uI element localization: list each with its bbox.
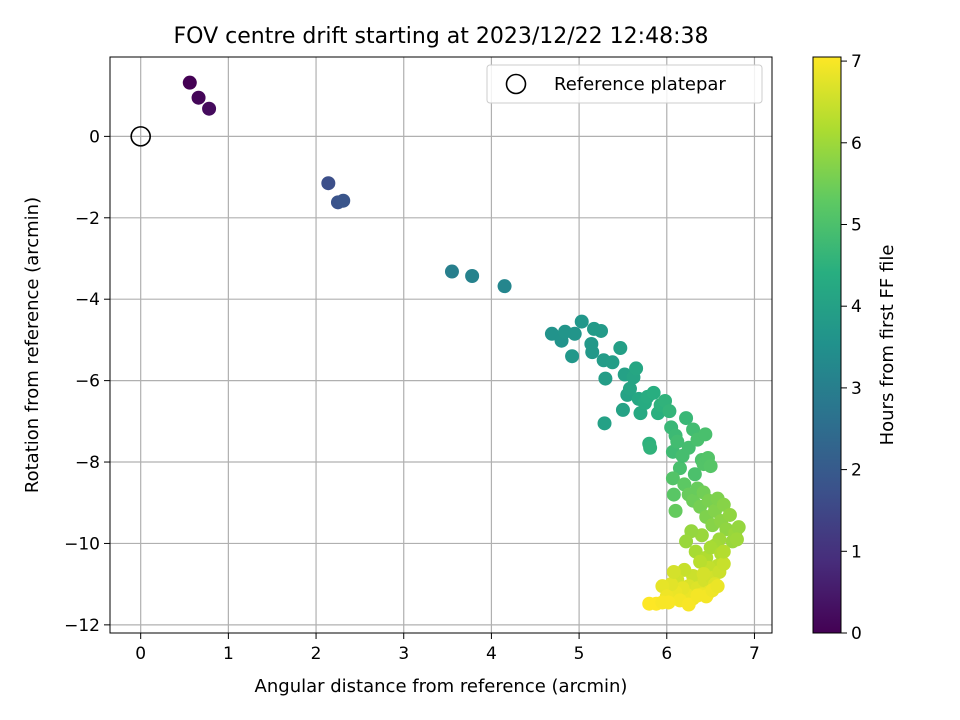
y-tick-label: −4: [75, 290, 100, 310]
y-tick-label: −12: [64, 616, 100, 636]
scatter-point: [497, 279, 512, 294]
y-axis-ticks: 0 −2 −4 −6 −8 −10 −12: [64, 127, 110, 636]
colorbar-tick-label: 0: [851, 624, 862, 644]
scatter-point: [679, 534, 694, 549]
colorbar-tick-label: 6: [851, 134, 862, 154]
colorbar-gradient: [812, 56, 842, 634]
x-tick-label: 7: [749, 644, 760, 664]
scatter-point: [716, 544, 731, 559]
y-tick-label: 0: [89, 127, 100, 147]
scatter-point: [597, 416, 612, 431]
colorbar-tick-label: 5: [851, 215, 862, 235]
x-axis-label: Angular distance from reference (arcmin): [255, 676, 628, 697]
scatter-point: [662, 404, 677, 419]
scatter-point: [643, 440, 658, 455]
scatter-point: [666, 487, 681, 502]
scatter-point: [687, 467, 702, 482]
scatter-point: [444, 264, 459, 279]
x-tick-label: 4: [486, 644, 497, 664]
y-tick-label: −8: [75, 453, 100, 473]
scatter-point: [585, 345, 600, 360]
scatter-point: [567, 326, 582, 341]
scatter-point: [615, 402, 630, 417]
scatter-point: [677, 562, 692, 577]
scatter-point: [661, 595, 676, 610]
scatter-point: [731, 520, 746, 535]
x-tick-label: 2: [311, 644, 322, 664]
colorbar-tick-label: 2: [851, 461, 862, 481]
scatter-point: [182, 75, 197, 90]
colorbar-ticks: 0 1 2 3 4 5 6 7: [841, 52, 862, 644]
x-tick-label: 3: [398, 644, 409, 664]
colorbar-tick-label: 7: [851, 52, 862, 72]
scatter-point: [565, 349, 580, 364]
x-axis-ticks: 0 1 2 3 4 5 6 7: [135, 633, 760, 664]
scatter-point: [465, 269, 480, 284]
scatter-point: [544, 326, 559, 341]
scatter-point: [722, 507, 737, 522]
colorbar-tick-label: 4: [851, 297, 862, 317]
y-tick-label: −10: [64, 534, 100, 554]
scatter-point: [665, 471, 680, 486]
scatter-point: [321, 176, 336, 191]
scatter-point: [670, 434, 685, 449]
scatter-point: [716, 497, 731, 512]
scatter-point: [646, 385, 661, 400]
scatter-point: [622, 381, 637, 396]
x-tick-label: 6: [661, 644, 672, 664]
scatter-point: [696, 566, 711, 581]
scatter-point: [710, 579, 725, 594]
scatter-point: [594, 323, 609, 338]
chart-title: FOV centre drift starting at 2023/12/22 …: [174, 24, 709, 49]
colorbar-tick-label: 3: [851, 379, 862, 399]
scatter-point: [605, 355, 620, 370]
colorbar-label: Hours from first FF file: [877, 245, 898, 446]
scatter-point: [629, 361, 644, 376]
legend-label: Reference platepar: [554, 74, 726, 95]
scatter-point: [681, 440, 696, 455]
colorbar: 0 1 2 3 4 5 6 7 Hours from first FF file: [812, 52, 898, 644]
grid-lines: [110, 57, 772, 633]
scatter-point: [679, 411, 694, 426]
scatter-point: [191, 90, 206, 105]
scatter-point: [202, 101, 217, 116]
y-axis-label: Rotation from reference (arcmin): [22, 197, 43, 493]
scatter-point: [694, 528, 709, 543]
scatter-point: [703, 459, 718, 474]
x-tick-label: 1: [223, 644, 234, 664]
scatter-point: [598, 371, 613, 386]
legend-marker-icon: [505, 73, 527, 95]
plot-frame: [109, 56, 773, 634]
scatter-point: [703, 540, 718, 555]
y-tick-label: −2: [75, 209, 100, 229]
scatter-point: [693, 554, 708, 569]
scatter-point: [668, 503, 683, 518]
scatter-point: [698, 427, 713, 442]
scatter-point: [666, 564, 681, 579]
scatter-points: [182, 75, 746, 612]
scatter-point: [672, 461, 687, 476]
legend-box: [486, 64, 763, 104]
scatter-point: [681, 597, 696, 612]
scatter-point: [613, 341, 628, 356]
scatter-point: [574, 314, 589, 329]
colorbar-tick-label: 1: [851, 542, 862, 562]
scatter-point: [336, 193, 351, 208]
reference-platepar-marker: [130, 126, 151, 147]
legend: Reference platepar: [486, 64, 763, 104]
x-tick-label: 5: [574, 644, 585, 664]
scatter-point: [729, 532, 744, 547]
plot-area: 0 1 2 3 4 5 6 7 0 −2 −4 −6 −8 −10 −12: [64, 56, 773, 664]
scatter-point: [716, 556, 731, 571]
y-tick-label: −6: [75, 372, 100, 392]
x-tick-label: 0: [135, 644, 146, 664]
